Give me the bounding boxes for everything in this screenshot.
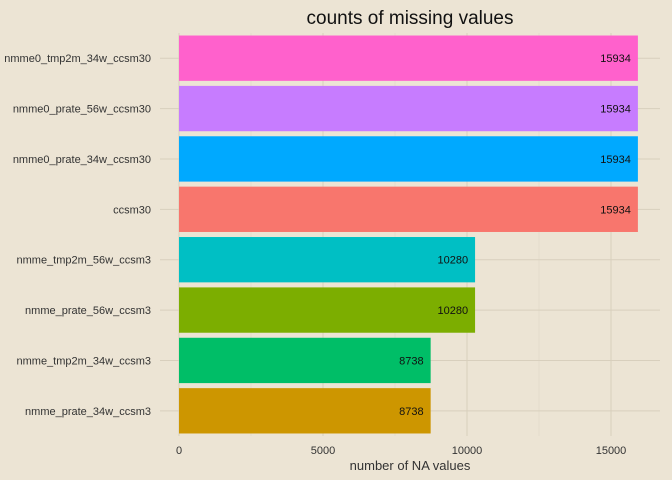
bar-value-label: 15934 xyxy=(600,154,631,166)
bar xyxy=(179,337,431,384)
category-label: ccsm30 xyxy=(113,204,151,216)
x-tick-label: 15000 xyxy=(596,445,627,457)
bar xyxy=(179,35,638,81)
bar-value-label: 8738 xyxy=(399,406,423,418)
category-label: nmme_tmp2m_34w_ccsm3 xyxy=(17,355,152,367)
bar-value-label: 15934 xyxy=(600,104,631,116)
bar xyxy=(179,186,638,232)
chart-title: counts of missing values xyxy=(307,8,514,29)
bar xyxy=(179,85,638,132)
labels: nmme0_tmp2m_34w_ccsm30 15934 nmme0_prate_5… xyxy=(4,53,631,457)
category-label: nmme_tmp2m_56w_ccsm3 xyxy=(17,255,152,267)
x-tick-label: 10000 xyxy=(452,445,483,457)
category-label: nmme0_prate_34w_ccsm30 xyxy=(13,154,151,166)
bars xyxy=(179,35,638,434)
x-tick-label: 0 xyxy=(176,445,182,457)
x-axis-title: number of NA values xyxy=(350,458,471,473)
bar xyxy=(179,388,431,434)
bar-value-label: 15934 xyxy=(600,204,631,216)
category-label: nmme_prate_56w_ccsm3 xyxy=(25,305,151,317)
bar-value-label: 15934 xyxy=(600,53,631,65)
category-label: nmme0_prate_56w_ccsm30 xyxy=(13,104,151,116)
bar-value-label: 10280 xyxy=(437,255,468,267)
bar xyxy=(179,287,476,333)
bar xyxy=(179,237,476,283)
category-label: nmme0_tmp2m_34w_ccsm30 xyxy=(4,53,151,65)
bar xyxy=(179,136,638,182)
category-label: nmme_prate_34w_ccsm3 xyxy=(25,406,151,418)
bar-value-label: 8738 xyxy=(399,355,423,367)
x-tick-label: 5000 xyxy=(311,445,335,457)
bar-value-label: 10280 xyxy=(437,305,468,317)
